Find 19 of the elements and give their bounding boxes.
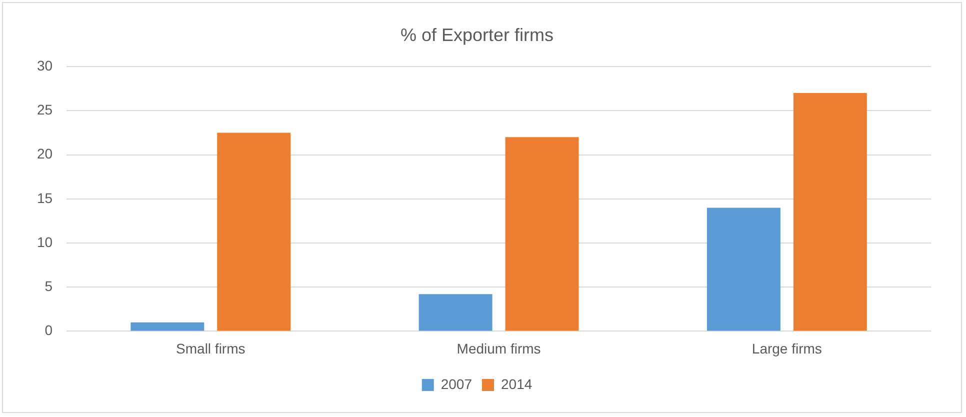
y-tick-label: 10: [36, 234, 53, 250]
y-tick-label: 25: [36, 102, 53, 118]
bar: [418, 294, 492, 331]
x-tick-label: Small firms: [176, 340, 246, 356]
bar: [793, 93, 867, 331]
bar: [217, 132, 291, 331]
legend-label: 2014: [501, 376, 532, 392]
y-tick-label: 15: [36, 190, 53, 206]
x-tick-label: Medium firms: [456, 340, 541, 356]
bar: [706, 208, 780, 331]
bar: [130, 322, 204, 331]
y-tick-label: 20: [36, 146, 53, 162]
y-tick-label: 0: [44, 322, 53, 338]
y-tick-label: 30: [36, 57, 53, 74]
legend-label: 2007: [440, 376, 472, 392]
y-tick-label: 5: [44, 278, 53, 294]
x-tick-label: Large firms: [752, 340, 822, 356]
chart-title: % of Exporter firms: [400, 24, 554, 45]
bar: [505, 137, 579, 331]
